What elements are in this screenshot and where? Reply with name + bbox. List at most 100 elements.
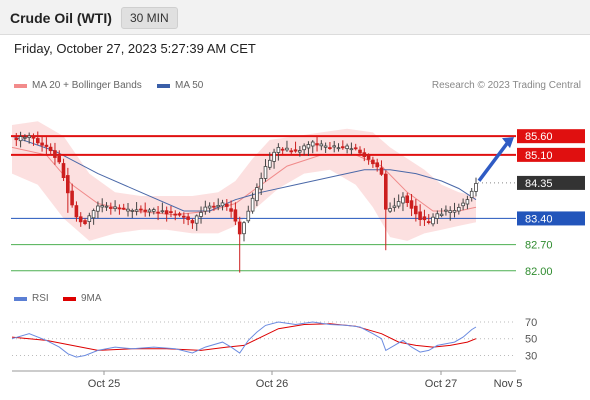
price-label-1: 85.10 — [525, 150, 553, 162]
candle-body — [435, 213, 440, 219]
candle-body — [379, 167, 384, 175]
candle-body — [349, 148, 354, 151]
candle-body — [255, 187, 259, 202]
legend-swatch-ma20 — [14, 84, 27, 88]
candle-body — [336, 147, 341, 150]
interval-button[interactable]: 30 MIN — [121, 7, 178, 29]
candle-body — [276, 146, 281, 153]
candle-body — [452, 210, 457, 213]
candle-body — [91, 210, 96, 219]
candle-body — [340, 146, 345, 149]
candle-body — [242, 222, 246, 235]
candle-body — [14, 137, 19, 141]
candle-body — [199, 211, 203, 217]
candle-body — [57, 155, 61, 163]
candle-body — [156, 211, 160, 214]
candle-body — [113, 206, 117, 209]
candle-body — [285, 147, 289, 151]
candle-body — [375, 162, 379, 168]
candle-body — [413, 205, 418, 215]
price-label-bg-3 — [517, 211, 585, 226]
candle-body — [396, 201, 401, 207]
candle-body — [431, 216, 435, 225]
candle-body — [280, 148, 285, 151]
candle-body — [18, 136, 23, 142]
candle-body — [448, 210, 452, 213]
candle-body — [328, 147, 332, 150]
candle-body — [237, 221, 242, 235]
legend-rsi: RSI — [32, 293, 49, 304]
candle-body — [100, 205, 105, 208]
research-credit: Research © 2023 Trading Central — [431, 80, 581, 91]
candle-body — [143, 209, 148, 212]
candle-body — [74, 205, 79, 218]
legend-swatch-9ma — [63, 297, 76, 301]
candle-body — [169, 211, 173, 214]
candle-body — [469, 190, 474, 199]
candle-body — [345, 145, 349, 149]
candle-body — [233, 209, 238, 222]
legend-ma20-bollinger: MA 20 + Bollinger Bands — [32, 80, 142, 91]
candle-body — [383, 173, 388, 210]
price-label-bg-1 — [517, 147, 585, 162]
candle-body — [289, 150, 293, 153]
candle-body — [160, 210, 165, 213]
forecast-arrow — [477, 141, 510, 182]
candle-body — [366, 155, 371, 160]
x-tick-label: Oct 25 — [88, 378, 120, 390]
candle-body — [70, 190, 74, 206]
candle-body — [139, 208, 143, 211]
candle-body — [207, 205, 212, 209]
candle-body — [186, 216, 190, 220]
candle-body — [418, 211, 422, 220]
candle-body — [130, 209, 135, 212]
x-tick-label: Oct 27 — [425, 378, 457, 390]
candle-body — [302, 145, 306, 151]
candle-body — [190, 220, 195, 224]
legend-swatch-rsi — [14, 297, 27, 301]
candle-body — [388, 208, 392, 212]
candle-body — [83, 220, 87, 225]
candle-body — [87, 215, 92, 223]
price-label-4: 82.70 — [525, 240, 553, 252]
x-tick-label: Nov 5 — [494, 378, 523, 390]
candle-body — [358, 149, 362, 154]
candle-body — [297, 150, 302, 153]
candle-body — [164, 210, 169, 215]
candle-body — [194, 215, 199, 224]
candle-body — [40, 142, 44, 146]
candle-body — [392, 205, 397, 208]
candle-body — [78, 216, 83, 223]
rsi-line — [11, 321, 477, 358]
candle-body — [117, 207, 122, 210]
legend-ma50: MA 50 — [175, 80, 204, 91]
candle-body — [306, 144, 311, 149]
candle-body — [456, 206, 461, 212]
candle-body — [48, 146, 53, 152]
candle-body — [36, 138, 40, 144]
candle-body — [405, 195, 409, 203]
legend-swatch-ma50 — [157, 84, 170, 88]
candle-body — [422, 216, 427, 221]
candle-body — [246, 210, 251, 222]
candle-body — [439, 213, 444, 216]
candle-body — [259, 177, 263, 190]
candle-body — [147, 209, 152, 213]
candle-body — [461, 202, 465, 207]
candle-body — [220, 202, 225, 207]
price-label-3: 83.40 — [525, 213, 553, 225]
candle-body — [27, 135, 31, 138]
chart-header: Crude Oil (WTI) 30 MIN — [0, 0, 590, 35]
candle-body — [109, 207, 113, 209]
candle-body — [272, 151, 276, 162]
candle-body — [250, 197, 255, 212]
candle-body — [177, 213, 182, 216]
candle-body — [224, 203, 229, 207]
candle-body — [293, 149, 298, 152]
candle-body — [353, 147, 358, 150]
price-label-bg-0 — [517, 129, 585, 144]
candle-body — [203, 206, 208, 212]
candle-body — [362, 152, 367, 157]
candle-body — [66, 175, 70, 194]
candle-body — [401, 196, 405, 204]
